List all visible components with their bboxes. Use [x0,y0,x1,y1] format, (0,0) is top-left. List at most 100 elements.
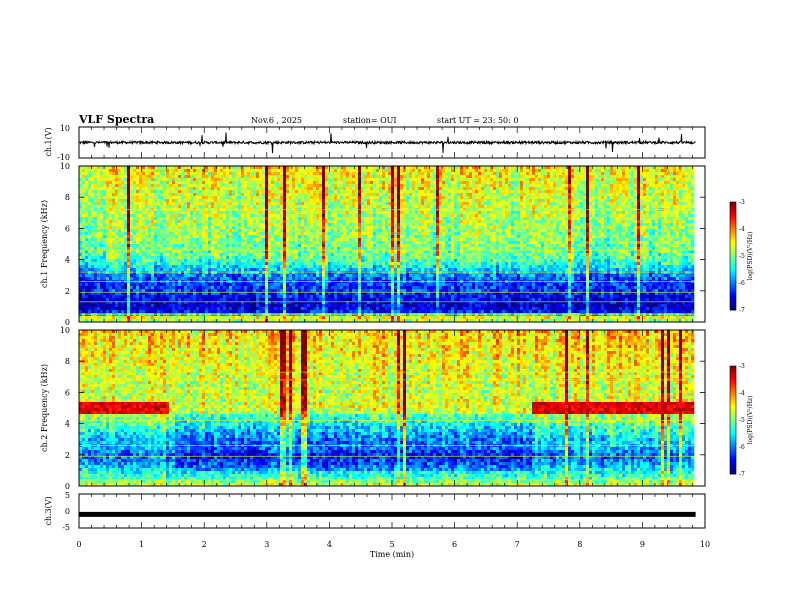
ch1-colorbar: -3 -4 -5 -6 -7 log(PSD)(V²/Hz) [729,199,754,314]
figure-title: VLF Spectra [78,113,154,126]
colorbar-cell [730,403,736,406]
colorbar-cell [730,239,736,242]
x-tick-label: 2 [202,540,207,549]
ch1-ytick-bottom: -10 [57,153,70,162]
colorbar-cell [730,376,736,379]
colorbar-cell [730,270,736,273]
colorbar-cell [730,430,736,433]
colorbar-cell [730,436,736,439]
colorbar-cell [730,254,736,257]
colorbar-cell [730,373,736,376]
x-tick-label: 4 [327,540,332,549]
colorbar-cell [730,279,736,282]
colorbar-tick-label: -6 [739,280,745,287]
colorbar-cell [730,245,736,248]
colorbar-cell [730,411,736,414]
colorbar-cell [730,447,736,450]
y-tick-label: 4 [65,420,70,429]
ch2-spectrogram-panel: 0 2 4 6 8 10 ch.2 Frequency (kHz) [40,326,706,491]
colorbar-cell [730,304,736,307]
x-tick-label: 10 [700,540,710,549]
colorbar-cell [730,369,736,372]
colorbar-cell [730,283,736,286]
ch1-ytick-top: 10 [60,124,70,133]
colorbar-cell [730,203,736,206]
colorbar-cell [730,225,736,228]
colorbar-cell [730,385,736,388]
x-tick-labels: 0 1 2 3 4 5 6 7 8 9 10 [76,540,710,549]
y-tick-label: 10 [60,326,70,335]
y-tick-label: 2 [65,287,70,296]
colorbar-cell [730,468,736,471]
colorbar-tick-label: -6 [739,444,745,451]
colorbar-cell [730,268,736,271]
ch1-spectrogram-xticks [78,166,706,322]
station-label: station= OUI [343,116,397,125]
y-tick-label: 6 [65,388,70,397]
ch1-waveform-trace [78,132,696,154]
ch3-waveform-panel: 5 0 -5 ch.3(V) [44,491,706,532]
colorbar-cell [730,382,736,385]
colorbar-cell [730,389,736,392]
colorbar-cell [730,243,736,246]
colorbar-tick-label: -3 [739,199,745,206]
colorbar-cell [730,261,736,264]
colorbar-cell [730,284,736,287]
colorbar-cell [730,443,736,446]
colorbar-cell [730,384,736,387]
colorbar-cell [730,402,736,405]
colorbar-cell [730,414,736,417]
colorbar-cell [730,387,736,390]
colorbar-cell [730,427,736,430]
y-tick-label: 8 [65,357,70,366]
ch3-waveform-ylabel: ch.3(V) [44,496,53,525]
colorbar-cell [730,241,736,244]
colorbar-cell [730,302,736,305]
colorbar-cell [730,218,736,221]
colorbar-tick-label: -5 [739,253,745,260]
colorbar-cell [730,297,736,300]
colorbar-cell [730,439,736,442]
colorbar-cell [730,250,736,253]
colorbar-cell [730,299,736,302]
colorbar-cell [730,394,736,397]
colorbar-cell [730,396,736,399]
ch3-ytick-mid: 0 [65,507,70,516]
colorbar-cell [730,229,736,232]
ch1-waveform-xticks [78,127,706,158]
y-tick-label: 4 [65,256,70,265]
colorbar-cell [730,281,736,284]
colorbar-cell [730,232,736,235]
colorbar-tick-label: -3 [739,363,745,370]
colorbar-cell [730,259,736,262]
colorbar-tick-label: -7 [739,307,745,314]
y-tick-label: 0 [65,318,70,327]
ch1-spectrogram-yticks: 0 2 4 6 8 10 [60,162,705,327]
colorbar-cell [730,288,736,291]
colorbar-cell [730,295,736,298]
colorbar-cell [730,266,736,269]
colorbar-cell [730,423,736,426]
colorbar-cell [730,465,736,468]
y-tick-label: 2 [65,451,70,460]
colorbar-cell [730,306,736,309]
colorbar-cell [730,380,736,383]
colorbar-cell [730,220,736,223]
x-tick-label: 5 [389,540,394,549]
colorbar-cell [730,293,736,296]
colorbar-cell [730,445,736,448]
colorbar-cell [730,286,736,289]
colorbar-cell [730,227,736,230]
colorbar-cell [730,256,736,259]
x-tick-label: 1 [139,540,144,549]
colorbar-cell [730,425,736,428]
colorbar-cell [730,265,736,268]
colorbar-cell [730,438,736,441]
ch2-spectrogram-image [79,330,696,487]
ch2-colorbar: -3 -4 -5 -6 -7 log(PSD)(V²/Hz) [729,363,754,478]
y-tick-label: 8 [65,193,70,202]
colorbar-cell [730,412,736,415]
y-tick-label: 10 [60,162,70,171]
colorbar-cell [730,393,736,396]
colorbar-cell [730,456,736,459]
